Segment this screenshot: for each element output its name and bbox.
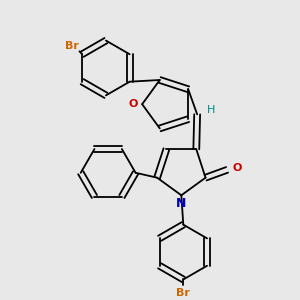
Text: O: O: [129, 99, 138, 109]
Text: H: H: [207, 105, 215, 116]
Text: O: O: [232, 163, 242, 173]
Text: Br: Br: [176, 288, 190, 298]
Text: Br: Br: [65, 41, 79, 51]
Text: N: N: [176, 196, 187, 210]
